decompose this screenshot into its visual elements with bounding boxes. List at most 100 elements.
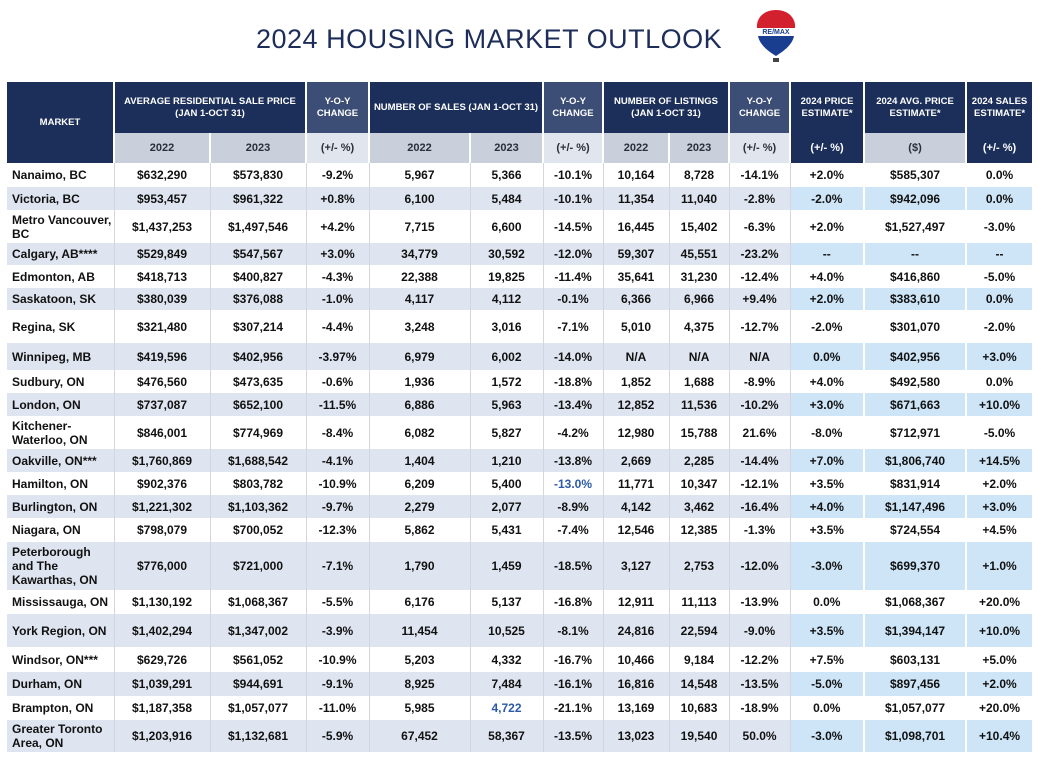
- table-cell: -16.4%: [729, 495, 791, 518]
- table-cell: +3.0%: [790, 393, 866, 416]
- table-cell: $737,087: [114, 393, 211, 416]
- table-cell: 6,366: [603, 288, 670, 310]
- table-cell: $376,088: [210, 288, 307, 310]
- table-cell: +2.0%: [790, 288, 866, 310]
- table-cell: 1,404: [369, 449, 471, 472]
- subheader-cell: ($): [864, 133, 968, 163]
- table-cell: $1,039,291: [114, 672, 211, 696]
- table-cell: -13.0%: [543, 472, 604, 495]
- table-cell: 6,209: [369, 472, 471, 495]
- table-cell: 10,466: [603, 647, 670, 672]
- table-cell: $418,713: [114, 265, 211, 288]
- table-cell: 10,525: [470, 614, 544, 647]
- col-price-estimate: 2024 PRICE ESTIMATE*: [790, 82, 866, 133]
- table-cell: -1.0%: [306, 288, 370, 310]
- table-row: Brampton, ON $1,187,358 $1,057,077 -11.0% 5,…: [7, 696, 1035, 720]
- table-cell: $529,849: [114, 243, 211, 265]
- table-cell: $603,131: [864, 647, 968, 672]
- table-cell: -14.5%: [543, 210, 604, 243]
- table-cell: 10,683: [669, 696, 730, 720]
- subheader-cell: (+/- %): [729, 133, 792, 163]
- table-cell: $1,057,077: [864, 696, 968, 720]
- table-cell: $1,402,294: [114, 614, 211, 647]
- table-row: Metro Vancouver, BC $1,437,253 $1,497,546 +…: [7, 210, 1035, 243]
- table-cell: $380,039: [114, 288, 211, 310]
- table-cell: 4,332: [470, 647, 544, 672]
- table-cell: -13.5%: [729, 672, 791, 696]
- table-cell: 0.0%: [966, 370, 1035, 393]
- table-cell: 14,548: [669, 672, 730, 696]
- page-title: 2024 HOUSING MARKET OUTLOOK: [256, 24, 723, 54]
- table-cell: -10.9%: [306, 472, 370, 495]
- table-cell: 12,546: [603, 518, 670, 542]
- table-cell: -11.4%: [543, 265, 604, 288]
- table-cell: 1,790: [369, 542, 471, 590]
- table-cell: -18.8%: [543, 370, 604, 393]
- market-name: Metro Vancouver, BC: [7, 210, 115, 243]
- market-name: London, ON: [7, 393, 115, 416]
- table-cell: 1,852: [603, 370, 670, 393]
- table-cell: 5,137: [470, 590, 544, 614]
- table-cell: $476,560: [114, 370, 211, 393]
- table-cell: 5,203: [369, 647, 471, 672]
- table-cell: 4,375: [669, 310, 730, 343]
- table-cell: --: [790, 243, 866, 265]
- table-cell: 1,210: [470, 449, 544, 472]
- table-cell: -4.1%: [306, 449, 370, 472]
- table-cell: 5,484: [470, 187, 544, 210]
- table-cell: 12,852: [603, 393, 670, 416]
- table-cell: 34,779: [369, 243, 471, 265]
- col-yoy-listings: Y-O-Y CHANGE: [729, 82, 792, 133]
- table-row: Edmonton, AB $418,713 $400,827 -4.3% 22,388 1…: [7, 265, 1035, 288]
- table-cell: 12,980: [603, 416, 670, 449]
- table-cell: 2,669: [603, 449, 670, 472]
- table-cell: 3,127: [603, 542, 670, 590]
- table-cell: $573,830: [210, 163, 307, 187]
- table-cell: -7.1%: [306, 542, 370, 590]
- table-cell: -12.2%: [729, 647, 791, 672]
- table-cell: -21.1%: [543, 696, 604, 720]
- table-cell: -4.2%: [543, 416, 604, 449]
- table-cell: -5.0%: [966, 265, 1035, 288]
- table-cell: $774,969: [210, 416, 307, 449]
- table-cell: 35,641: [603, 265, 670, 288]
- table-row: Burlington, ON $1,221,302 $1,103,362 -9.7% 2…: [7, 495, 1035, 518]
- table-cell: 11,354: [603, 187, 670, 210]
- table-cell: $1,103,362: [210, 495, 307, 518]
- table-cell: +2.0%: [966, 672, 1035, 696]
- table-cell: -13.5%: [543, 720, 604, 752]
- table-cell: -12.3%: [306, 518, 370, 542]
- table-cell: $724,554: [864, 518, 968, 542]
- table-cell: $831,914: [864, 472, 968, 495]
- table-row: Saskatoon, SK $380,039 $376,088 -1.0% 4,117 4…: [7, 288, 1035, 310]
- table-cell: +10.0%: [966, 393, 1035, 416]
- table-cell: 4,142: [603, 495, 670, 518]
- table-cell: $712,971: [864, 416, 968, 449]
- table-cell: 45,551: [669, 243, 730, 265]
- table-cell: -12.0%: [729, 542, 791, 590]
- subheader-cell: 2023: [669, 133, 731, 163]
- table-cell: N/A: [729, 343, 791, 370]
- table-cell: -12.7%: [729, 310, 791, 343]
- table-cell: -2.0%: [790, 310, 866, 343]
- subheader-cell: 2022: [603, 133, 671, 163]
- market-name: Brampton, ON: [7, 696, 115, 720]
- table-cell: -12.0%: [543, 243, 604, 265]
- table-cell: +7.0%: [790, 449, 866, 472]
- table-cell: 2,279: [369, 495, 471, 518]
- table-cell: +3.0%: [306, 243, 370, 265]
- table-cell: 2,285: [669, 449, 730, 472]
- table-cell: 5,967: [369, 163, 471, 187]
- table-cell: $1,527,497: [864, 210, 968, 243]
- table-row: Hamilton, ON $902,376 $803,782 -10.9% 6,209 5…: [7, 472, 1035, 495]
- table-row: Regina, SK $321,480 $307,214 -4.4% 3,248 3,01…: [7, 310, 1035, 343]
- table-cell: 4,722: [470, 696, 544, 720]
- table-cell: $961,322: [210, 187, 307, 210]
- table-cell: $846,001: [114, 416, 211, 449]
- table-cell: +20.0%: [966, 590, 1035, 614]
- table-cell: 22,388: [369, 265, 471, 288]
- table-cell: 11,040: [669, 187, 730, 210]
- table-cell: 1,936: [369, 370, 471, 393]
- table-cell: $897,456: [864, 672, 968, 696]
- table-cell: 5,431: [470, 518, 544, 542]
